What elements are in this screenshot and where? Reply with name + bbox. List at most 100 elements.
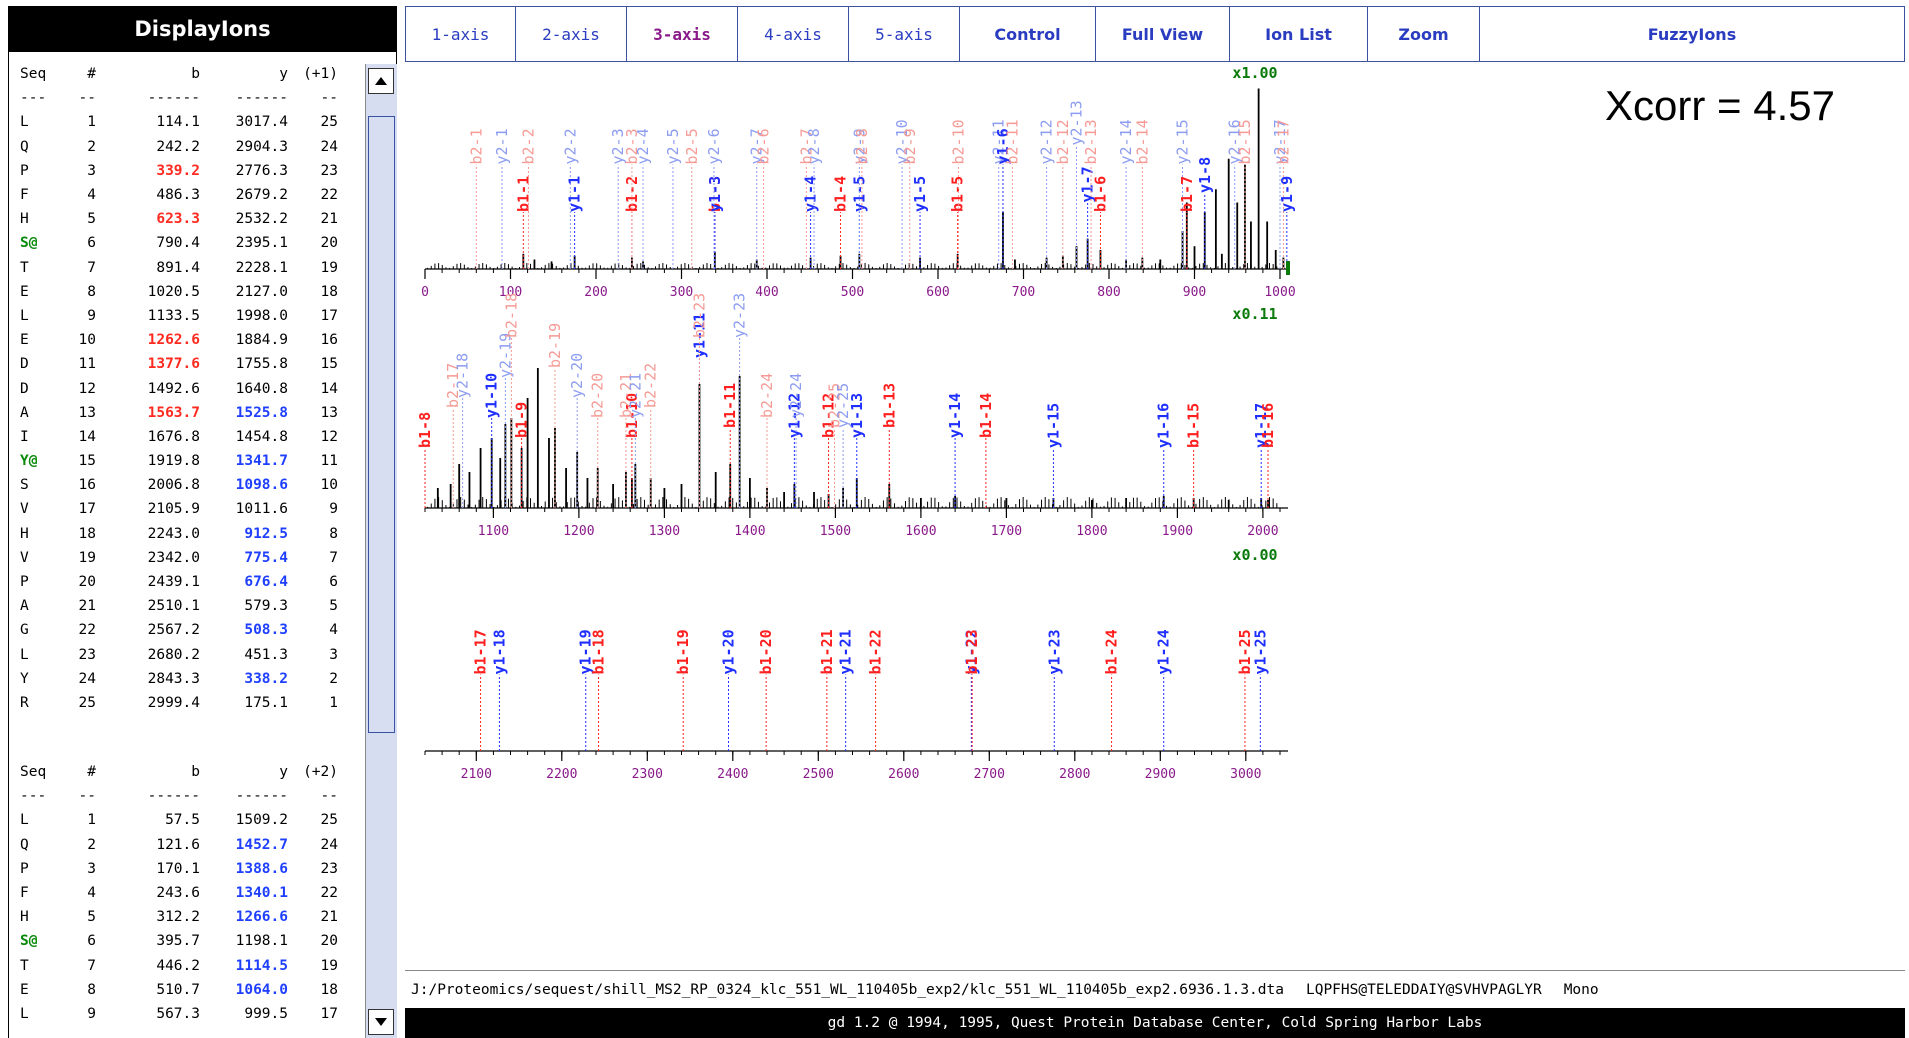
ion-label: b2-13: [1082, 119, 1100, 164]
table-row-cell: 1011.6: [235, 501, 288, 518]
table-divider: --- -- ------ ------ --: [20, 784, 338, 808]
ion-label: y2-7: [748, 128, 766, 164]
table-row-cell: 13: [320, 404, 338, 421]
table-row-cell: 1098.6: [235, 477, 288, 494]
table-row-cell: V: [20, 549, 29, 566]
scale-factor-label: x1.00: [1232, 64, 1277, 82]
tab-4-axis[interactable]: 4-axis: [738, 7, 849, 61]
dta-file-path: J:/Proteomics/sequest/shill_MS2_RP_0324_…: [411, 982, 1284, 998]
table-header: Seq # b y (+2): [20, 760, 338, 784]
table-row-cell: 1114.5: [235, 957, 288, 974]
table-row: P 20 2439.1 676.4 6: [20, 570, 338, 594]
table-header-cell: Seq: [20, 66, 47, 83]
scale-factor-label: x0.11: [1232, 305, 1277, 323]
table-row-cell: 2: [87, 138, 96, 155]
table-divider-cell: ------: [147, 788, 200, 805]
ion-label: y1-18: [490, 629, 508, 674]
ion-label: y2-9: [850, 128, 868, 164]
table-row-cell: 18: [78, 525, 96, 542]
ion-label: y1-8: [1196, 157, 1214, 193]
table-row-cell: 17: [78, 501, 96, 518]
table-divider-cell: --: [78, 90, 96, 107]
table-row-cell: L: [20, 307, 29, 324]
ion-label: b2-2: [519, 128, 537, 164]
tab-full-view[interactable]: Full View: [1096, 7, 1230, 61]
ion-label: y2-23: [731, 293, 749, 338]
table-row-cell: 5: [87, 909, 96, 926]
table-row-cell: 6: [87, 235, 96, 252]
ion-label: y1-9: [1278, 176, 1296, 212]
table-row-cell: 7: [329, 549, 338, 566]
table-row-cell: H: [20, 211, 29, 228]
table-row-cell: 2679.2: [235, 187, 288, 204]
tab-3-axis[interactable]: 3-axis: [627, 7, 738, 61]
panel-title: DisplayIons: [8, 6, 397, 52]
table-row-cell: 6: [329, 574, 338, 591]
table-row-cell: 395.7: [156, 933, 200, 950]
scale-factor-label: x0.00: [1232, 546, 1277, 564]
table-row-cell: 999.5: [244, 1005, 288, 1022]
table-row-cell: 339.2: [156, 162, 200, 179]
tab-5-axis[interactable]: 5-axis: [849, 7, 960, 61]
footer-credit: gd 1.2 @ 1994, 1995, Quest Protein Datab…: [405, 1008, 1905, 1038]
ion-label: b2-8: [853, 128, 871, 164]
table-row: G 22 2567.2 508.3 4: [20, 618, 338, 642]
table-row-cell: 623.3: [156, 211, 200, 228]
tab-fuzzyions[interactable]: FuzzyIons: [1647, 24, 1737, 44]
ion-label: b2-5: [683, 128, 701, 164]
table-row-cell: 2532.2: [235, 211, 288, 228]
tab-2-axis[interactable]: 2-axis: [516, 7, 627, 61]
table-row-cell: 10: [320, 477, 338, 494]
ion-label: b2-18: [502, 293, 520, 338]
ion-label: y1-11: [690, 313, 708, 358]
table-row-cell: 1266.6: [235, 909, 288, 926]
table-row-cell: 25: [78, 694, 96, 711]
ion-label: b2-22: [642, 363, 660, 408]
table-row-cell: 8: [87, 981, 96, 998]
table-row: E 10 1262.6 1884.9 16: [20, 328, 338, 352]
table-row: Q 2 121.6 1452.7 24: [20, 833, 338, 857]
table-row-cell: 14: [78, 428, 96, 445]
table-header-cell: b: [191, 764, 200, 781]
tab-ion-list[interactable]: Ion List: [1230, 7, 1368, 61]
ion-label: b1-25: [1236, 629, 1254, 674]
table-row-cell: 1020.5: [147, 283, 200, 300]
x-tick-label: 2900: [1145, 767, 1176, 782]
table-row-cell: 1563.7: [147, 404, 200, 421]
table-row-cell: 1340.1: [235, 885, 288, 902]
scrollbar-thumb[interactable]: [368, 116, 395, 733]
table-row-cell: 451.3: [244, 646, 288, 663]
table-row-cell: 1509.2: [235, 812, 288, 829]
table-row-cell: L: [20, 1005, 29, 1022]
table-row-cell: 1388.6: [235, 860, 288, 877]
ion-label: y1-14: [946, 393, 964, 438]
table-row-cell: 24: [320, 836, 338, 853]
ion-label: b1-15: [1185, 403, 1203, 448]
table-header-cell: b: [191, 66, 200, 83]
ion-label: b2-17: [1274, 119, 1292, 164]
table-divider-cell: ------: [235, 788, 288, 805]
ion-list-scrollbar[interactable]: [365, 64, 397, 1038]
ion-label: y2-16: [1226, 119, 1244, 164]
table-row-cell: 170.1: [156, 860, 200, 877]
table-row-cell: L: [20, 646, 29, 663]
table-row-cell: 243.6: [156, 885, 200, 902]
tab-1-axis[interactable]: 1-axis: [406, 7, 516, 61]
table-header-cell: (+2): [303, 764, 338, 781]
ion-label: b2-24: [758, 373, 776, 418]
ion-label: b1-1: [514, 176, 532, 212]
table-row-cell: R: [20, 694, 29, 711]
ion-label: y2-21: [626, 373, 644, 418]
x-tick-label: 2000: [1247, 524, 1278, 539]
table-row-cell: 508.3: [244, 622, 288, 639]
table-divider-cell: ------: [235, 90, 288, 107]
table-row-cell: 1755.8: [235, 356, 288, 373]
table-row-cell: 4: [87, 885, 96, 902]
table-row-cell: 14: [320, 380, 338, 397]
tab-control[interactable]: Control: [960, 7, 1096, 61]
scroll-up-icon[interactable]: [368, 68, 394, 94]
table-row: D 12 1492.6 1640.8 14: [20, 376, 338, 400]
scroll-down-icon[interactable]: [368, 1009, 394, 1035]
tab-zoom[interactable]: Zoom: [1368, 7, 1480, 61]
table-row-cell: 2243.0: [147, 525, 200, 542]
